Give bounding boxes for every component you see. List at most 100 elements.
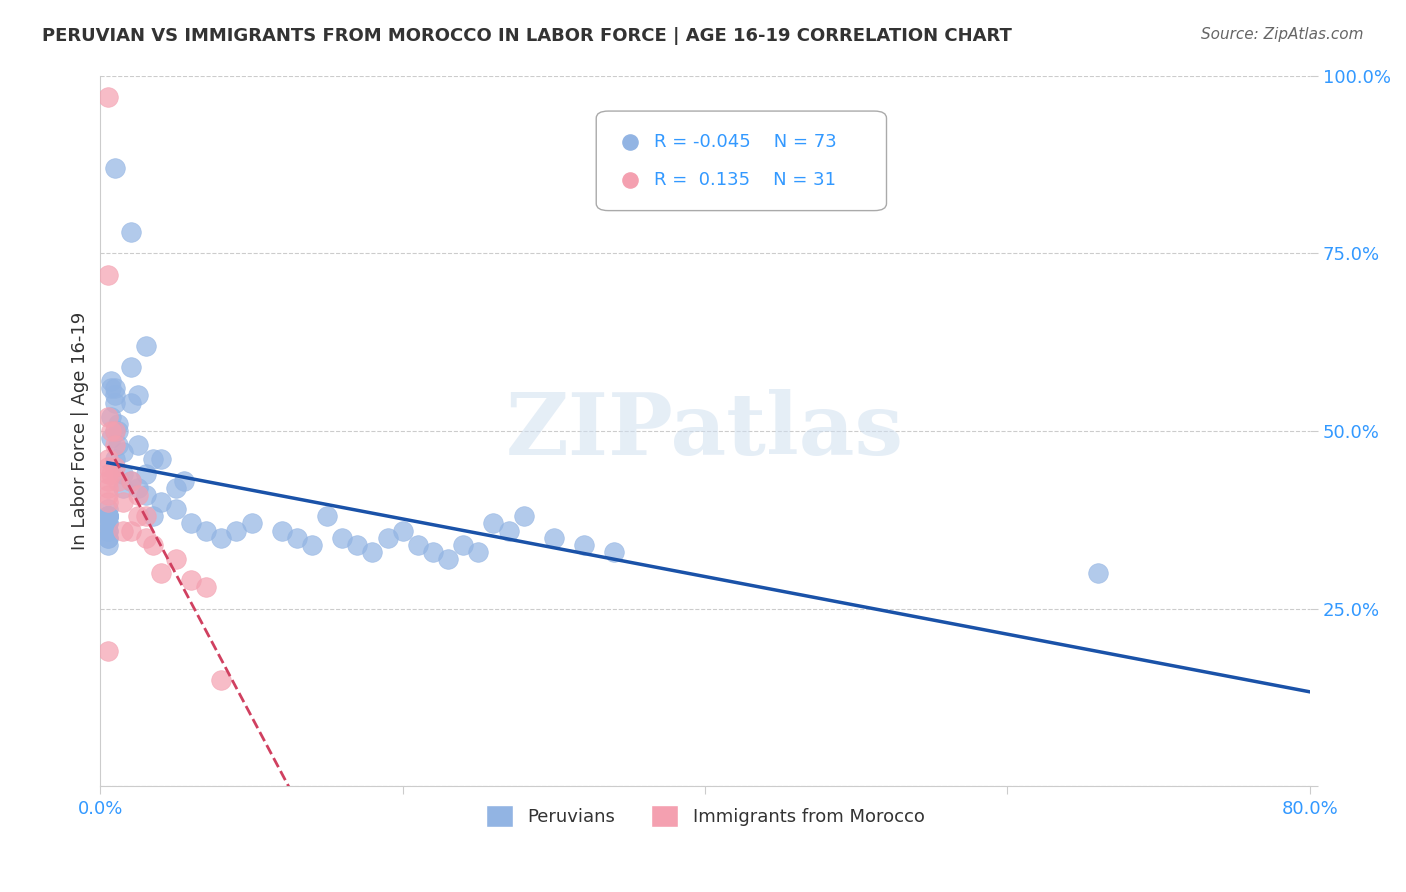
Point (316, 509, 339, 524)
Point (97, 474, 120, 488)
Point (107, 417, 129, 431)
Point (100, 467, 122, 481)
Point (165, 502, 187, 516)
Point (104, 424, 127, 438)
Point (751, 172, 773, 186)
Text: R = -0.045    N = 73: R = -0.045 N = 73 (654, 133, 837, 151)
Point (142, 538, 165, 552)
Point (301, 538, 323, 552)
Point (149, 452, 172, 467)
Point (406, 538, 429, 552)
Point (603, 545, 626, 559)
Point (135, 509, 157, 524)
Point (120, 395, 142, 409)
Point (97, 409, 120, 424)
Point (112, 524, 135, 538)
Text: Source: ZipAtlas.com: Source: ZipAtlas.com (1201, 27, 1364, 42)
Point (127, 488, 149, 502)
Point (149, 495, 172, 509)
Point (100, 431, 122, 445)
Point (104, 424, 127, 438)
Point (97, 90, 120, 104)
Point (97, 481, 120, 495)
Point (240, 516, 263, 531)
Point (142, 452, 165, 467)
Point (135, 339, 157, 353)
Point (467, 545, 489, 559)
Point (165, 552, 187, 566)
Point (195, 524, 218, 538)
Point (1087, 566, 1109, 581)
Point (127, 509, 149, 524)
Point (97, 488, 120, 502)
Point (135, 467, 157, 481)
Point (270, 524, 292, 538)
Text: ZIPatlas: ZIPatlas (506, 389, 904, 473)
Point (104, 161, 127, 175)
Point (120, 524, 142, 538)
Point (209, 531, 232, 545)
FancyBboxPatch shape (596, 112, 887, 211)
Point (107, 438, 129, 452)
Point (97, 502, 120, 516)
Point (104, 381, 127, 395)
Point (97, 644, 120, 658)
Point (543, 531, 565, 545)
Point (572, 538, 595, 552)
Point (97, 509, 120, 524)
Point (120, 225, 142, 239)
Point (377, 531, 399, 545)
Point (104, 395, 127, 409)
Text: R =  0.135    N = 31: R = 0.135 N = 31 (654, 170, 837, 188)
Point (100, 374, 122, 388)
Point (512, 509, 534, 524)
Point (391, 524, 413, 538)
Point (173, 474, 195, 488)
Point (97, 268, 120, 282)
Legend: Peruvians, Immigrants from Morocco: Peruvians, Immigrants from Morocco (478, 797, 932, 834)
Point (107, 424, 129, 438)
Point (97, 509, 120, 524)
Point (100, 424, 122, 438)
Point (127, 388, 149, 402)
Point (112, 481, 135, 495)
Point (142, 509, 165, 524)
Point (180, 516, 202, 531)
Point (346, 538, 368, 552)
Point (97, 467, 120, 481)
Point (97, 531, 120, 545)
Point (100, 381, 122, 395)
Point (330, 531, 353, 545)
Point (97, 509, 120, 524)
Point (112, 495, 135, 509)
Point (180, 574, 202, 588)
Point (97, 509, 120, 524)
Point (120, 474, 142, 488)
Point (100, 409, 122, 424)
Point (285, 531, 308, 545)
Point (135, 531, 157, 545)
Point (97, 524, 120, 538)
Point (104, 459, 127, 474)
Point (104, 452, 127, 467)
Point (97, 531, 120, 545)
Point (97, 516, 120, 531)
Y-axis label: In Labor Force | Age 16-19: In Labor Force | Age 16-19 (72, 312, 89, 550)
Point (112, 467, 135, 481)
Point (120, 474, 142, 488)
Point (498, 524, 520, 538)
Point (361, 545, 384, 559)
Point (107, 474, 129, 488)
Point (120, 359, 142, 374)
Point (482, 516, 505, 531)
Point (97, 459, 120, 474)
Point (451, 538, 474, 552)
Point (104, 438, 127, 452)
Point (422, 545, 444, 559)
Point (104, 388, 127, 402)
Point (97, 452, 120, 467)
Point (97, 524, 120, 538)
Point (165, 481, 187, 495)
Point (97, 495, 120, 509)
Point (97, 538, 120, 552)
